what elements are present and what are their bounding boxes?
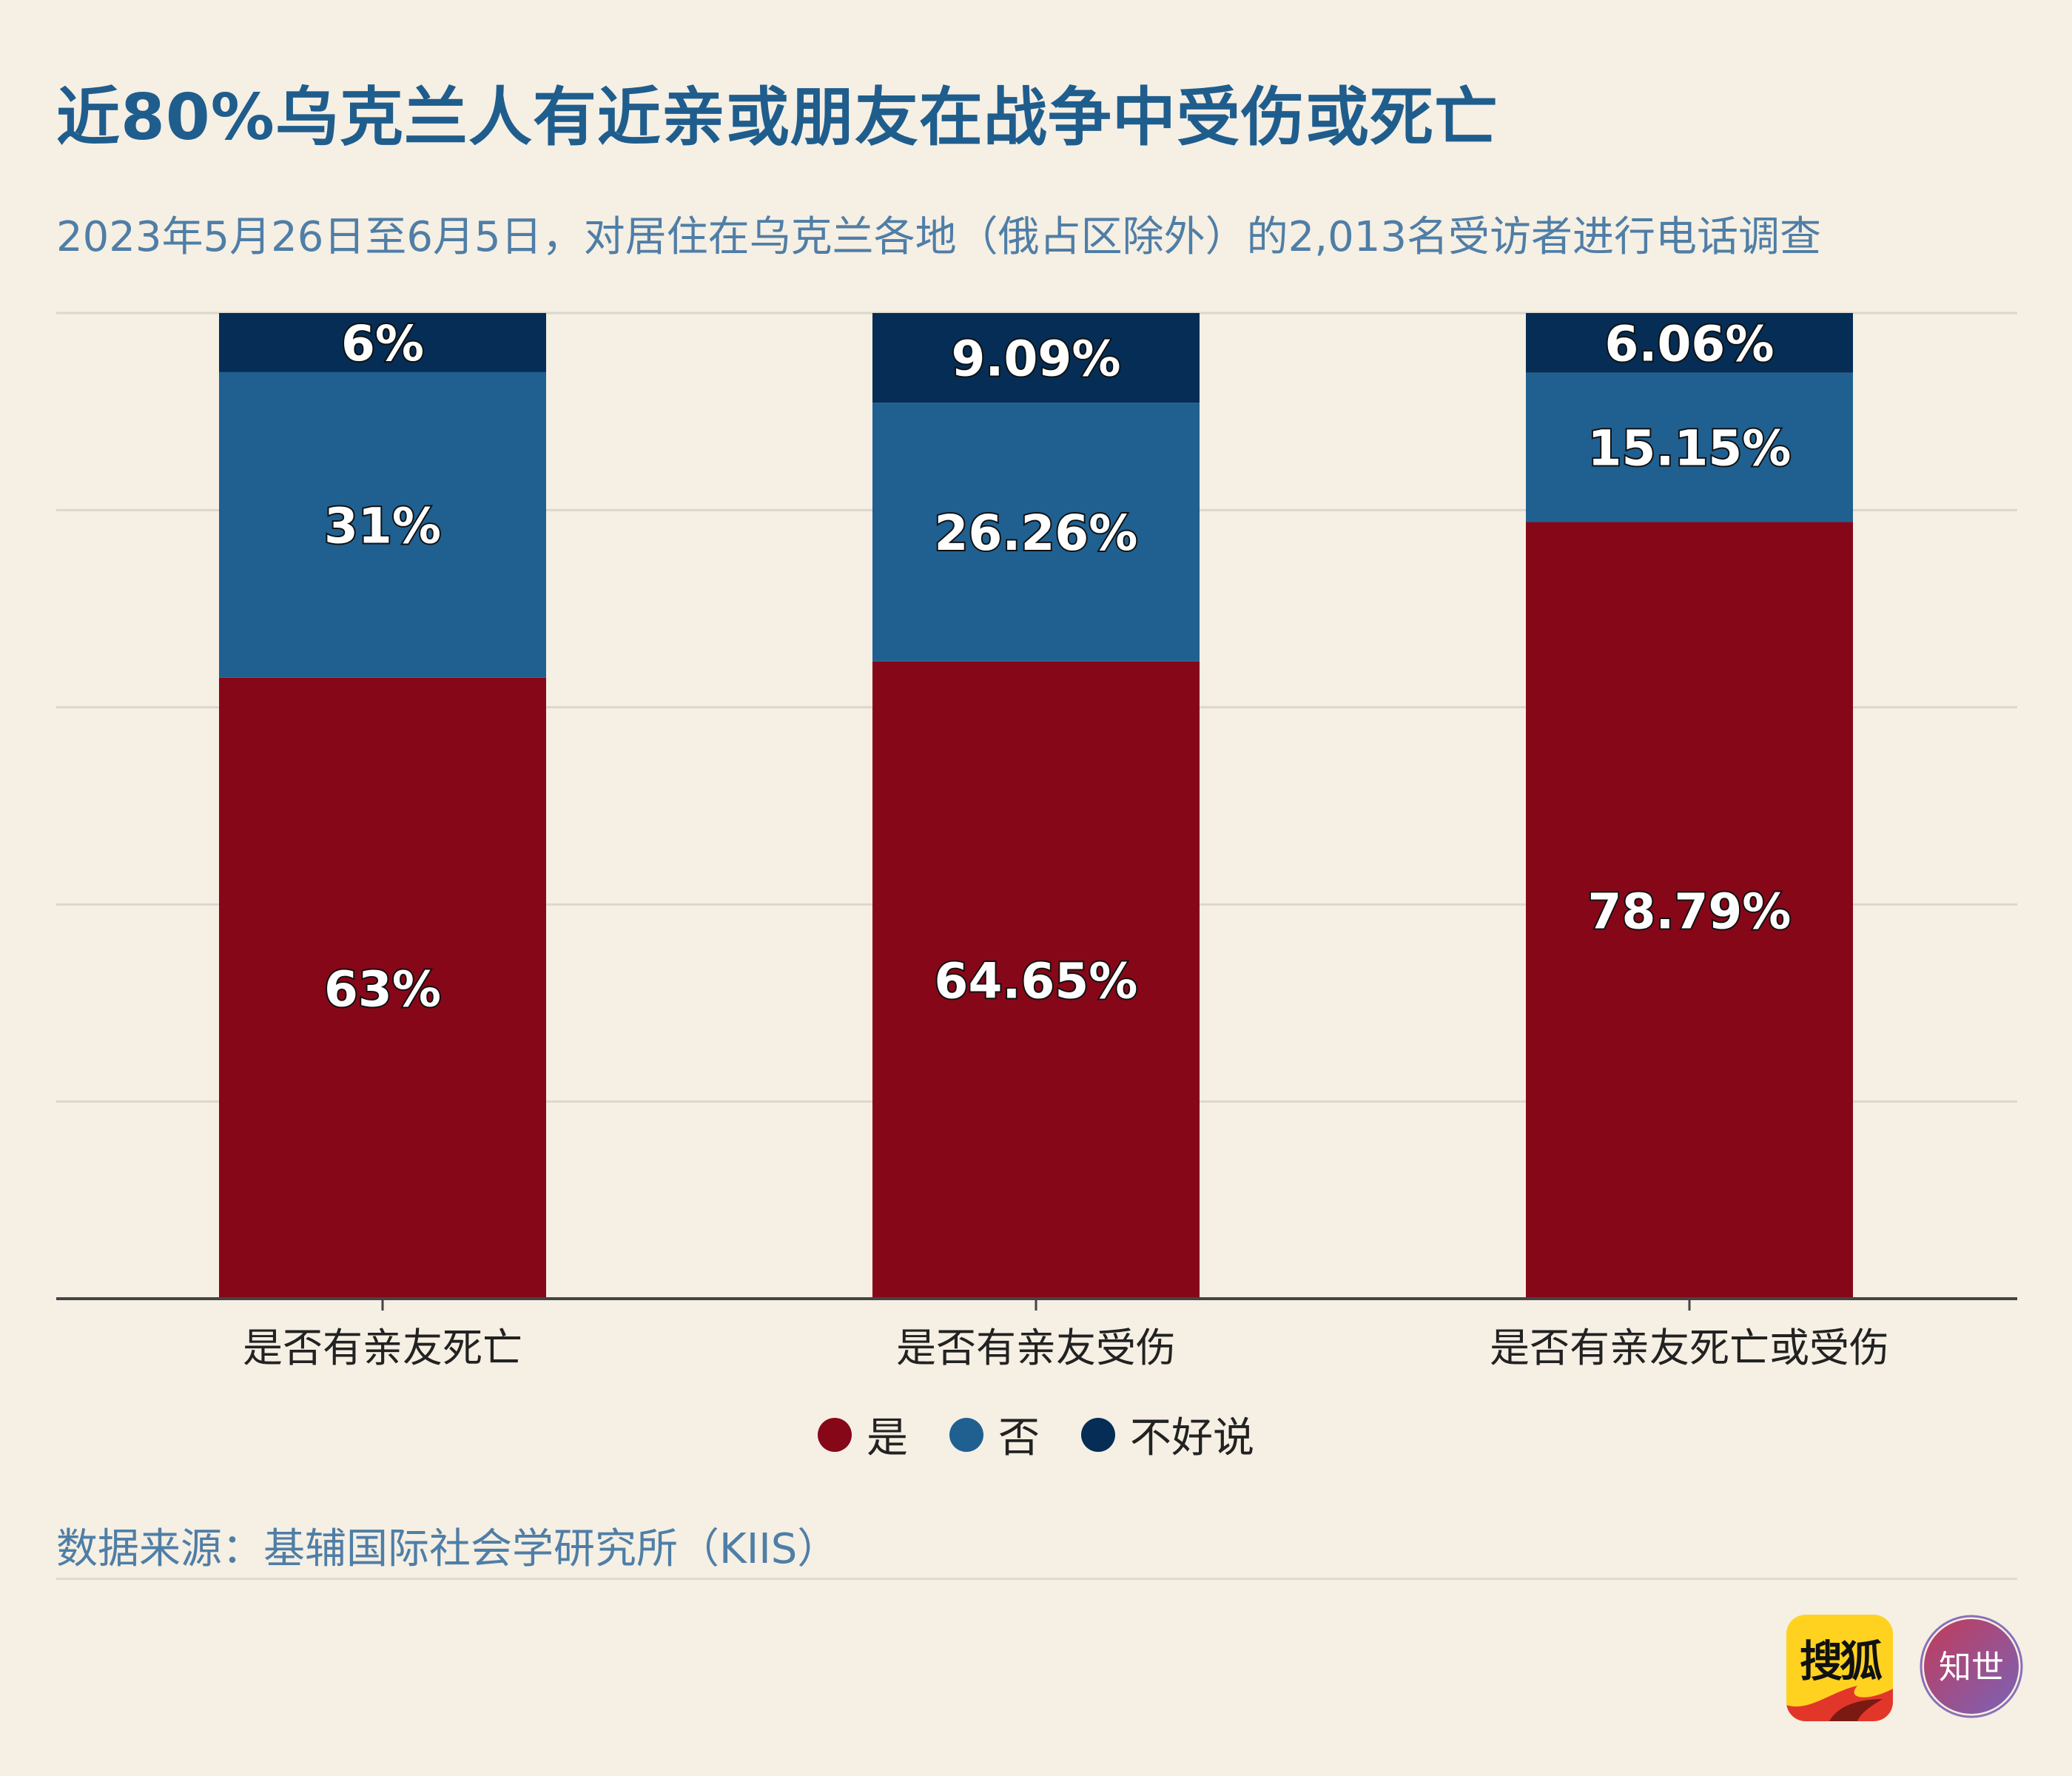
data-label: 15.15% bbox=[1588, 420, 1792, 477]
x-axis: 是否有亲友死亡 是否有亲友受伤 是否有亲友死亡或受伤 bbox=[56, 1297, 2017, 1371]
data-label: 26.26% bbox=[935, 505, 1138, 562]
data-labels: 63% 31% 6% 64.65% 26.26% 9.09% 78.79% 15.15% 6.0… bbox=[323, 314, 1792, 1019]
data-label: 63% bbox=[324, 961, 441, 1018]
footer-divider bbox=[56, 1578, 2017, 1580]
sohu-logo: 搜狐 bbox=[1786, 1615, 1893, 1721]
bar-segment bbox=[872, 313, 1200, 403]
zhishi-logo: 知世 bbox=[1920, 1615, 2023, 1718]
x-tick-label: 是否有亲友死亡 bbox=[243, 1325, 522, 1371]
legend-label: 不好说 bbox=[1130, 1414, 1254, 1462]
chart-title: 近80%乌克兰人有近亲或朋友在战争中受伤或死亡 bbox=[56, 81, 1498, 155]
data-label: 9.09% bbox=[952, 331, 1121, 388]
fox-tail-icon bbox=[1786, 1686, 1893, 1721]
legend-dot-icon bbox=[949, 1417, 983, 1452]
bar-segment bbox=[1526, 313, 1853, 373]
bar-segment bbox=[872, 661, 1200, 1299]
legend: 是 否 不好说 bbox=[0, 1405, 2072, 1464]
data-source: 数据来源：基辅国际社会学研究所（KIIS） bbox=[56, 1525, 839, 1573]
legend-item-yes: 是 bbox=[818, 1405, 908, 1464]
legend-item-no: 否 bbox=[949, 1405, 1040, 1464]
bar-segment bbox=[1526, 372, 1853, 522]
data-label: 6% bbox=[341, 315, 424, 372]
sohu-logo-text: 搜狐 bbox=[1799, 1636, 1883, 1686]
legend-item-unsure: 不好说 bbox=[1081, 1405, 1254, 1464]
legend-label: 是 bbox=[867, 1414, 908, 1462]
legend-dot-icon bbox=[818, 1417, 852, 1452]
bar-segment bbox=[219, 313, 546, 372]
bar-segment bbox=[219, 371, 546, 678]
bar-segment bbox=[1526, 522, 1853, 1299]
x-tick-label: 是否有亲友受伤 bbox=[896, 1325, 1176, 1371]
data-label: 6.06% bbox=[1605, 315, 1775, 372]
zhishi-logo-text: 知世 bbox=[1939, 1649, 2004, 1686]
data-label: 78.79% bbox=[1588, 883, 1792, 940]
chart-subtitle: 2023年5月26日至6月5日，对居住在乌克兰各地（俄占区除外）的2,013名受… bbox=[56, 213, 1821, 261]
legend-dot-icon bbox=[1081, 1417, 1115, 1452]
bar-segment bbox=[872, 403, 1200, 662]
data-label: 31% bbox=[324, 497, 441, 554]
bar-segment bbox=[219, 677, 546, 1299]
bars bbox=[219, 313, 1853, 1299]
legend-label: 否 bbox=[998, 1414, 1040, 1462]
data-label: 64.65% bbox=[935, 952, 1138, 1009]
x-tick-label: 是否有亲友死亡或受伤 bbox=[1490, 1325, 1889, 1371]
